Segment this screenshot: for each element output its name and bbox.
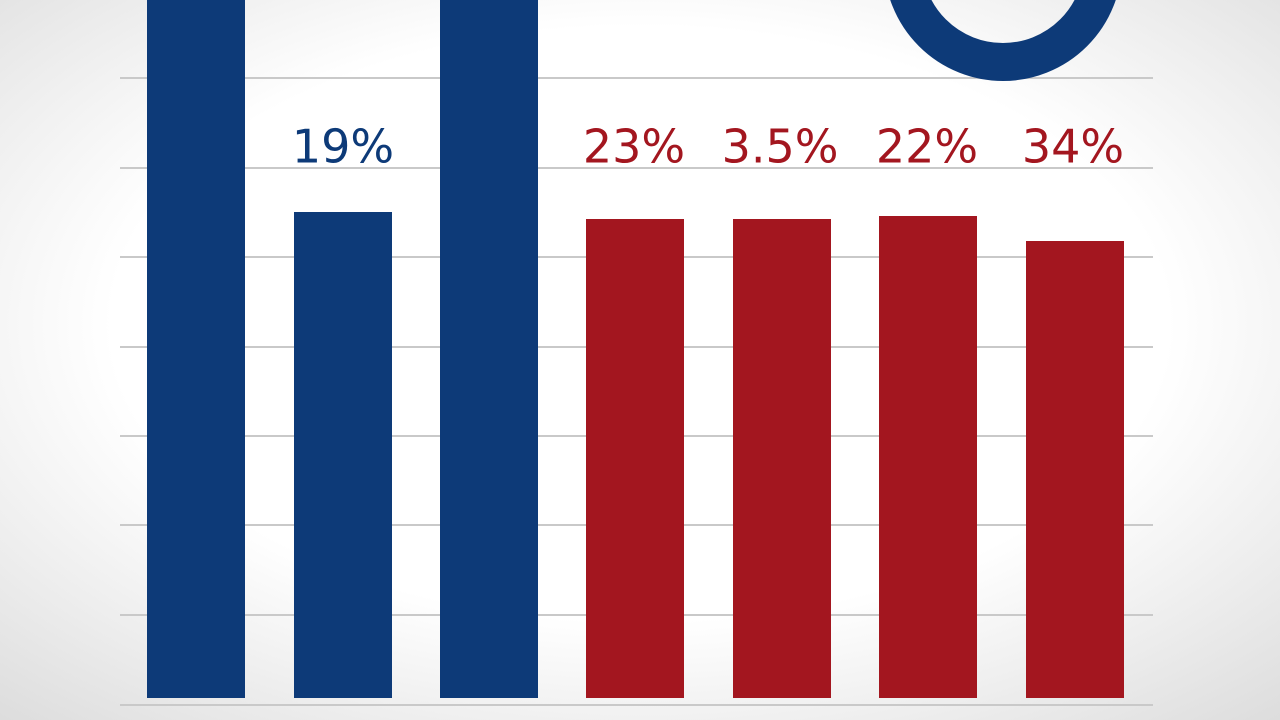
bar bbox=[733, 219, 831, 698]
bar bbox=[440, 0, 538, 698]
bars bbox=[147, 0, 1124, 698]
bar bbox=[586, 219, 684, 698]
bar bbox=[294, 212, 392, 698]
bar bbox=[1026, 241, 1124, 698]
bar bbox=[147, 0, 245, 698]
bar-label: 23% bbox=[583, 120, 685, 174]
bar-label: 34% bbox=[1022, 120, 1124, 174]
ring bbox=[890, 0, 1116, 81]
bar-label: 3.5% bbox=[722, 120, 839, 174]
bar-label: 19% bbox=[292, 120, 394, 174]
bar-label: 22% bbox=[876, 120, 978, 174]
bar bbox=[879, 216, 977, 698]
